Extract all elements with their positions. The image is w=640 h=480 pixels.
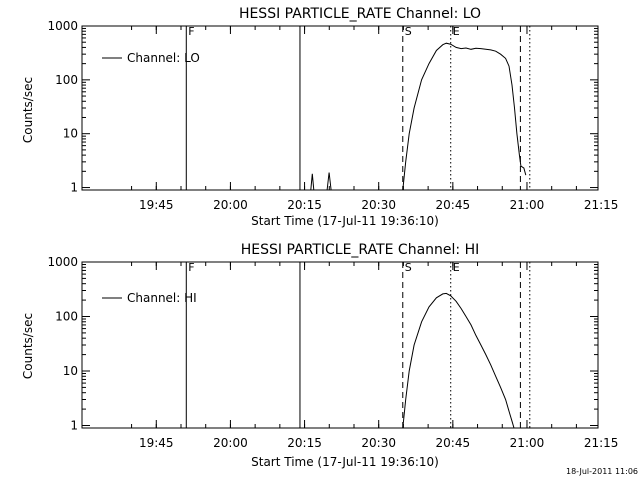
series-line [310,173,315,191]
x-axis-label: Start Time (17-Jul-11 19:36:10) [251,455,439,469]
chart-title: HESSI PARTICLE_RATE Channel: HI [241,242,479,258]
marker-label: S [405,25,412,38]
x-tick-label: 20:00 [213,198,248,212]
legend-label: Channel: LO [127,51,200,65]
y-tick-label: 1000 [47,19,78,33]
series-line [326,172,332,191]
x-tick-label: 19:45 [139,436,174,450]
y-tick-label: 1 [70,181,78,195]
x-tick-label: 21:00 [510,198,545,212]
x-tick-label: 20:15 [287,436,322,450]
series-lines [310,42,527,191]
panel-hi: HESSI PARTICLE_RATE Channel: HI Counts/s… [21,242,618,469]
y-tick-label: 10 [63,127,78,141]
series-line [402,292,515,429]
plot-frame [81,25,599,191]
axis-ticks: 1 10 100 1000 19:45 20:00 20:15 20:30 20:45 21:00… [47,19,618,212]
y-tick-label: 1 [70,419,78,433]
x-tick-label: 21:15 [584,436,619,450]
x-tick-label: 20:30 [361,198,396,212]
panel-lo: HESSI PARTICLE_RATE Channel: LO Counts/s… [21,6,618,228]
marker-label: E [453,25,460,38]
plot-frame [81,261,599,429]
x-tick-label: 20:45 [436,198,471,212]
x-tick-label: 20:30 [361,436,396,450]
x-axis-label: Start Time (17-Jul-11 19:36:10) [251,214,439,228]
x-tick-label: 21:15 [584,198,619,212]
timestamp: 18-Jul-2011 11:06 [566,467,638,476]
series-line [402,42,527,191]
chart-title: HESSI PARTICLE_RATE Channel: LO [239,6,481,22]
y-tick-label: 100 [55,73,78,87]
y-tick-label: 10 [63,364,78,378]
x-tick-label: 19:45 [139,198,174,212]
series-lines [402,292,515,429]
marker-label: F [188,25,194,38]
x-tick-label: 21:00 [510,436,545,450]
x-tick-label: 20:00 [213,436,248,450]
x-tick-label: 20:15 [287,198,322,212]
axis-ticks: 1 10 100 1000 19:45 20:00 20:15 20:30 20:45 21:00… [47,255,618,450]
y-axis-label: Counts/sec [21,313,35,379]
y-tick-label: 1000 [47,255,78,269]
marker-label: S [405,261,412,274]
marker-label: E [453,261,460,274]
y-tick-label: 100 [55,310,78,324]
marker-label: F [188,261,194,274]
legend-label: Channel: HI [127,291,197,305]
y-axis-label: Counts/sec [21,77,35,143]
x-tick-label: 20:45 [436,436,471,450]
